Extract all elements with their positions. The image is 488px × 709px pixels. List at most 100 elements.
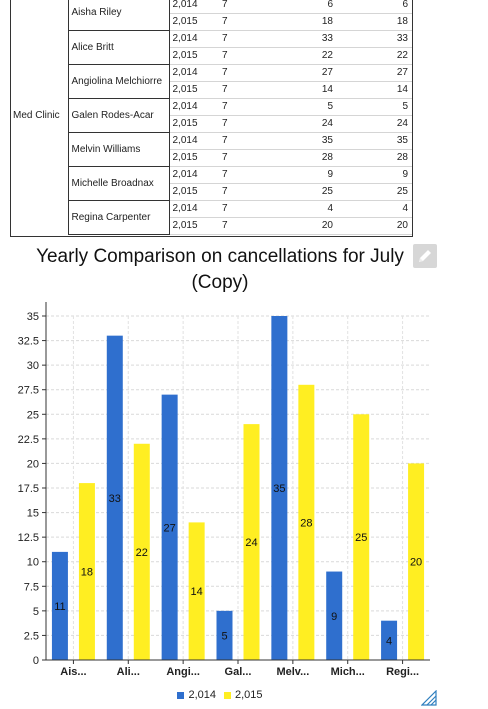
v1-cell: 25 xyxy=(264,183,337,201)
bar xyxy=(216,610,233,660)
table-row: Michelle Broadnax 2,014 7 9 9 xyxy=(11,166,412,201)
bar-value-label: 24 xyxy=(245,537,257,549)
bar-value-label: 28 xyxy=(300,517,312,529)
provider-cell: Michelle Broadnax xyxy=(68,166,170,201)
year-cell: 2,015 xyxy=(169,149,219,167)
x-tick-label: Ali... xyxy=(117,666,140,678)
y-tick-label: 15 xyxy=(27,508,39,520)
table-row: Galen Rodes-Acar 2,014 7 5 5 xyxy=(11,98,412,133)
table-row: 2,015 7 18 18 xyxy=(11,13,412,31)
bar xyxy=(78,483,95,660)
pencil-icon xyxy=(419,250,431,262)
year-cell: 2,015 xyxy=(169,183,219,201)
year-cell: 2,014 xyxy=(169,132,219,150)
month-cell: 7 xyxy=(219,47,264,65)
v1-cell: 33 xyxy=(264,30,337,48)
bar-value-label: 20 xyxy=(410,557,422,569)
bar-value-label: 4 xyxy=(386,635,392,647)
bar xyxy=(298,384,315,660)
y-tick-label: 35 xyxy=(27,311,39,323)
year-cell: 2,014 xyxy=(169,0,219,14)
bar xyxy=(51,551,68,660)
data-table: Med Clinic Aisha Riley 2,014 7 6 6 2,015 7 18 18 A… xyxy=(11,0,412,235)
y-tick-label: 12.5 xyxy=(18,532,39,544)
year-cell: 2,014 xyxy=(169,30,219,48)
bar xyxy=(243,424,260,660)
v1-cell: 14 xyxy=(264,81,337,99)
x-tick-label: Mich... xyxy=(331,666,365,678)
x-tick-label: Melv... xyxy=(276,666,309,678)
x-tick-label: Gal... xyxy=(225,666,252,678)
legend-swatch xyxy=(224,691,231,699)
table-row: Alice Britt 2,014 7 33 33 xyxy=(11,30,412,65)
month-cell: 7 xyxy=(219,200,264,218)
year-cell: 2,015 xyxy=(169,13,219,31)
v2-cell: 18 xyxy=(337,13,412,31)
y-tick-label: 0 xyxy=(33,655,39,667)
bar-value-label: 14 xyxy=(191,586,203,598)
table-row: 2,015 7 20 20 xyxy=(11,217,412,235)
year-cell: 2,015 xyxy=(169,81,219,99)
resize-handle-icon[interactable] xyxy=(421,690,437,706)
data-table-panel: Med Clinic Aisha Riley 2,014 7 6 6 2,015 7 18 18 A… xyxy=(10,0,413,237)
bar-value-label: 11 xyxy=(54,601,65,613)
legend-label: 2,015 xyxy=(235,689,263,701)
y-tick-label: 25 xyxy=(27,409,39,421)
year-cell: 2,015 xyxy=(169,115,219,133)
v2-cell: 9 xyxy=(337,166,412,184)
month-cell: 7 xyxy=(219,183,264,201)
table-row: Melvin Williams 2,014 7 35 35 xyxy=(11,132,412,167)
y-tick-label: 2.5 xyxy=(24,630,39,642)
month-cell: 7 xyxy=(219,98,264,116)
bar-value-label: 9 xyxy=(331,611,337,623)
month-cell: 7 xyxy=(219,30,264,48)
y-tick-label: 7.5 xyxy=(24,581,39,593)
v1-cell: 27 xyxy=(264,64,337,82)
bar-chart: 0 2.5 5 7.5 10 12.5 15 17.5 20 22.5 25 27.5 30 32.5 35… xyxy=(18,302,430,678)
month-cell: 7 xyxy=(219,81,264,99)
bar-value-label: 25 xyxy=(355,532,367,544)
edit-chart-button[interactable] xyxy=(413,244,437,268)
bar-value-label: 35 xyxy=(273,483,285,495)
v2-cell: 28 xyxy=(337,149,412,167)
table-row: 2,015 7 25 25 xyxy=(11,183,412,201)
v2-cell: 4 xyxy=(337,200,412,218)
bar xyxy=(408,463,425,660)
x-tick-label: Regi... xyxy=(386,666,419,678)
x-tick-label: Angi... xyxy=(166,666,200,678)
v1-cell: 18 xyxy=(264,13,337,31)
bar xyxy=(353,414,370,660)
y-tick-label: 30 xyxy=(27,360,39,372)
v1-cell: 6 xyxy=(264,0,337,14)
clinic-cell: Med Clinic xyxy=(11,0,69,234)
legend-item[interactable]: 2,015 xyxy=(224,689,263,701)
v2-cell: 22 xyxy=(337,47,412,65)
bar xyxy=(381,620,398,660)
y-tick-label: 5 xyxy=(33,606,39,618)
bar-value-label: 33 xyxy=(109,493,121,505)
table-row: 2,015 7 22 22 xyxy=(11,47,412,65)
legend-item[interactable]: 2,014 xyxy=(177,689,216,701)
bar-value-label: 22 xyxy=(136,547,148,559)
v2-cell: 6 xyxy=(337,0,412,14)
month-cell: 7 xyxy=(219,0,264,14)
v1-cell: 22 xyxy=(264,47,337,65)
v2-cell: 27 xyxy=(337,64,412,82)
v1-cell: 5 xyxy=(264,98,337,116)
year-cell: 2,015 xyxy=(169,47,219,65)
v1-cell: 9 xyxy=(264,166,337,184)
y-tick-label: 32.5 xyxy=(18,336,39,348)
provider-cell: Aisha Riley xyxy=(68,0,170,31)
month-cell: 7 xyxy=(219,166,264,184)
table-row: 2,015 7 28 28 xyxy=(11,149,412,167)
y-tick-label: 17.5 xyxy=(18,483,39,495)
bar xyxy=(133,443,150,660)
table-row: 2,015 7 24 24 xyxy=(11,115,412,133)
chart-legend: 2,014 2,015 xyxy=(0,689,440,702)
provider-cell: Alice Britt xyxy=(68,30,170,65)
y-tick-label: 22.5 xyxy=(18,434,39,446)
bar xyxy=(271,316,288,660)
v2-cell: 33 xyxy=(337,30,412,48)
month-cell: 7 xyxy=(219,13,264,31)
bar-value-label: 18 xyxy=(81,567,93,579)
